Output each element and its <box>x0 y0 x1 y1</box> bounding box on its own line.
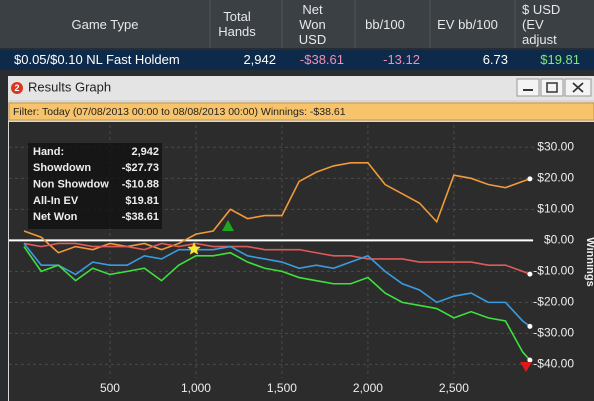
minimize-button[interactable] <box>516 78 540 97</box>
x-tick-label: 500 <box>100 381 120 395</box>
maximize-button[interactable] <box>540 78 564 97</box>
summary-value: 2,942 <box>131 146 159 158</box>
y-tick-label: $20.00 <box>537 170 574 184</box>
cell: 2,942 <box>243 52 276 67</box>
column-header[interactable]: $ USD (EV adjust <box>522 1 561 47</box>
cell: 6.73 <box>482 52 508 67</box>
y-axis-label: Winnings <box>584 237 594 286</box>
filter-bar <box>8 102 594 121</box>
window-icon-text: 2 <box>14 83 19 93</box>
end-point <box>527 176 533 182</box>
window-title: Results Graph <box>28 79 111 94</box>
up-marker <box>222 220 234 231</box>
summary-value: $19.81 <box>125 195 159 207</box>
summary-label: Showdown <box>33 162 91 174</box>
x-tick-label: 2,500 <box>439 381 469 395</box>
series-line <box>23 242 531 327</box>
summary-box <box>28 143 162 229</box>
cell: $19.81 <box>540 52 580 67</box>
y-tick-label: $0.00 <box>544 233 574 247</box>
x-tick-label: 1,500 <box>267 381 297 395</box>
table-header-bg <box>0 0 594 48</box>
cell: $0.05/$0.10 NL Fast Holdem <box>14 52 180 67</box>
maximize-icon <box>546 82 558 93</box>
window-icon <box>11 82 23 94</box>
column-header[interactable]: Game Type <box>71 16 139 32</box>
cell: -13.12 <box>383 52 420 67</box>
column-header[interactable]: Net Won USD <box>298 1 327 47</box>
x-tick-label: 1,000 <box>181 381 211 395</box>
filter-text: Filter: Today (07/08/2013 00:00 to 08/08… <box>13 106 346 118</box>
y-tick-label: -$10.00 <box>533 264 574 278</box>
cell: -$38.61 <box>299 52 344 67</box>
y-tick-label: -$30.00 <box>533 326 574 340</box>
end-point <box>527 357 533 363</box>
series-line <box>23 246 531 361</box>
summary-label: All-In EV <box>33 195 79 207</box>
y-tick-label: -$20.00 <box>533 295 574 309</box>
series-line <box>23 242 531 275</box>
summary-value: -$38.61 <box>122 211 159 223</box>
series-line <box>23 162 531 254</box>
y-tick-label: $10.00 <box>537 202 574 216</box>
column-header[interactable]: EV bb/100 <box>437 16 498 32</box>
x-tick-label: 2,000 <box>353 381 383 395</box>
y-tick-label: $30.00 <box>537 139 574 153</box>
title-bar <box>8 76 594 100</box>
table-row-bg[interactable] <box>0 50 594 70</box>
column-header[interactable]: Total Hands <box>218 9 256 39</box>
down-marker <box>520 362 532 372</box>
summary-label: Net Won <box>33 211 78 223</box>
summary-value: -$10.88 <box>122 179 159 191</box>
summary-value: -$27.73 <box>122 162 159 174</box>
end-point <box>527 323 533 329</box>
summary-label: Hand: <box>33 146 64 158</box>
y-tick-label: -$40.00 <box>533 357 574 371</box>
end-point <box>527 271 533 277</box>
close-icon <box>572 82 584 93</box>
summary-label: Non Showdow <box>33 179 109 191</box>
star-marker <box>187 242 201 255</box>
column-header[interactable]: bb/100 <box>365 16 405 32</box>
